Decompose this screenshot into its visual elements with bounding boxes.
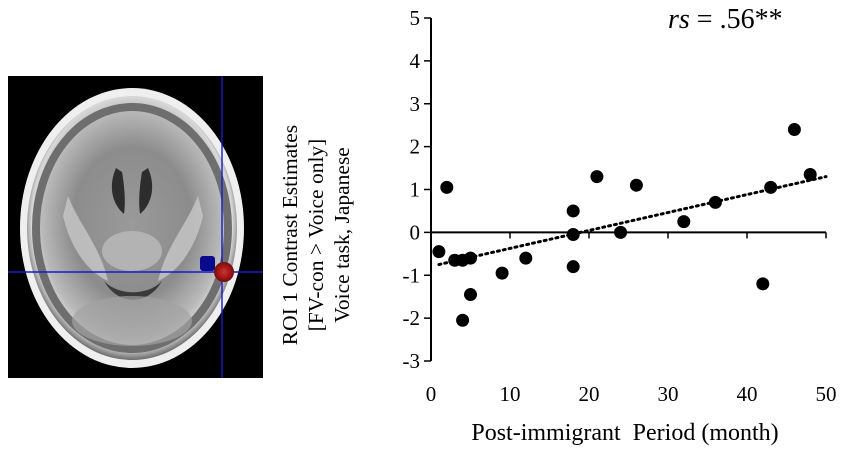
y-tick-label: -2 [403, 306, 421, 330]
ventricle-right [139, 168, 153, 214]
data-point [566, 228, 580, 242]
data-point [787, 122, 801, 136]
roi-marker-red [214, 262, 234, 282]
data-point [566, 204, 580, 218]
brain-mri-image [8, 76, 263, 378]
data-points [432, 122, 817, 327]
data-point [756, 277, 770, 291]
y-tick-label: -1 [403, 263, 421, 287]
axes [424, 17, 827, 362]
trendline-layer [437, 175, 828, 267]
y-tick-label: 5 [410, 6, 421, 30]
stat-symbol: rs [668, 4, 690, 35]
data-point [590, 170, 604, 184]
thalamus [102, 231, 162, 271]
data-point [614, 225, 628, 239]
brain-tissue [27, 96, 237, 360]
roi-marker-blue [200, 256, 215, 271]
data-point [440, 180, 454, 194]
data-point [519, 251, 533, 265]
ventricle-left [111, 168, 125, 214]
y-axis-label: ROI 1 Contrast Estimates [FV-con > Voice… [256, 85, 376, 385]
y-tick-label: 4 [410, 49, 421, 73]
data-point [764, 180, 778, 194]
y-tick-label: 3 [410, 92, 421, 116]
x-tick-label: 20 [579, 382, 600, 406]
x-axis-label: Post-immigrant Period (month) [471, 420, 779, 446]
y-tick-label: 1 [410, 178, 421, 202]
y-tick-label: -3 [403, 349, 421, 373]
data-point [803, 167, 817, 181]
x-tick-label: 40 [737, 382, 758, 406]
data-point [464, 251, 477, 265]
white-matter-right [158, 196, 203, 281]
data-point [629, 178, 643, 192]
y-axis-label-line-3: Voice task, Japanese [330, 147, 354, 323]
occipital-region [72, 296, 192, 346]
x-tick-label: 30 [658, 382, 679, 406]
stat-value: = .56** [689, 4, 783, 35]
y-axis-label-line-1: ROI 1 Contrast Estimates [278, 124, 302, 346]
data-point [456, 313, 470, 327]
data-point [464, 288, 477, 302]
white-matter-left [63, 196, 108, 281]
posterior-horn [104, 281, 162, 300]
y-tick-label: 0 [410, 220, 421, 244]
data-point [495, 266, 509, 280]
data-point [432, 245, 446, 259]
data-point [708, 195, 722, 209]
x-tick-label: 50 [816, 382, 837, 406]
x-tick-label: 10 [500, 382, 521, 406]
data-point [677, 215, 691, 229]
data-point [566, 260, 580, 274]
x-tick-label: 0 [426, 382, 437, 406]
trendline [437, 175, 828, 267]
correlation-annotation: rs = .56** [668, 4, 783, 36]
gray-matter-rim [32, 103, 232, 353]
y-tick-label: 2 [410, 135, 421, 159]
y-axis-label-line-2: [FV-con > Voice only] [304, 138, 328, 332]
